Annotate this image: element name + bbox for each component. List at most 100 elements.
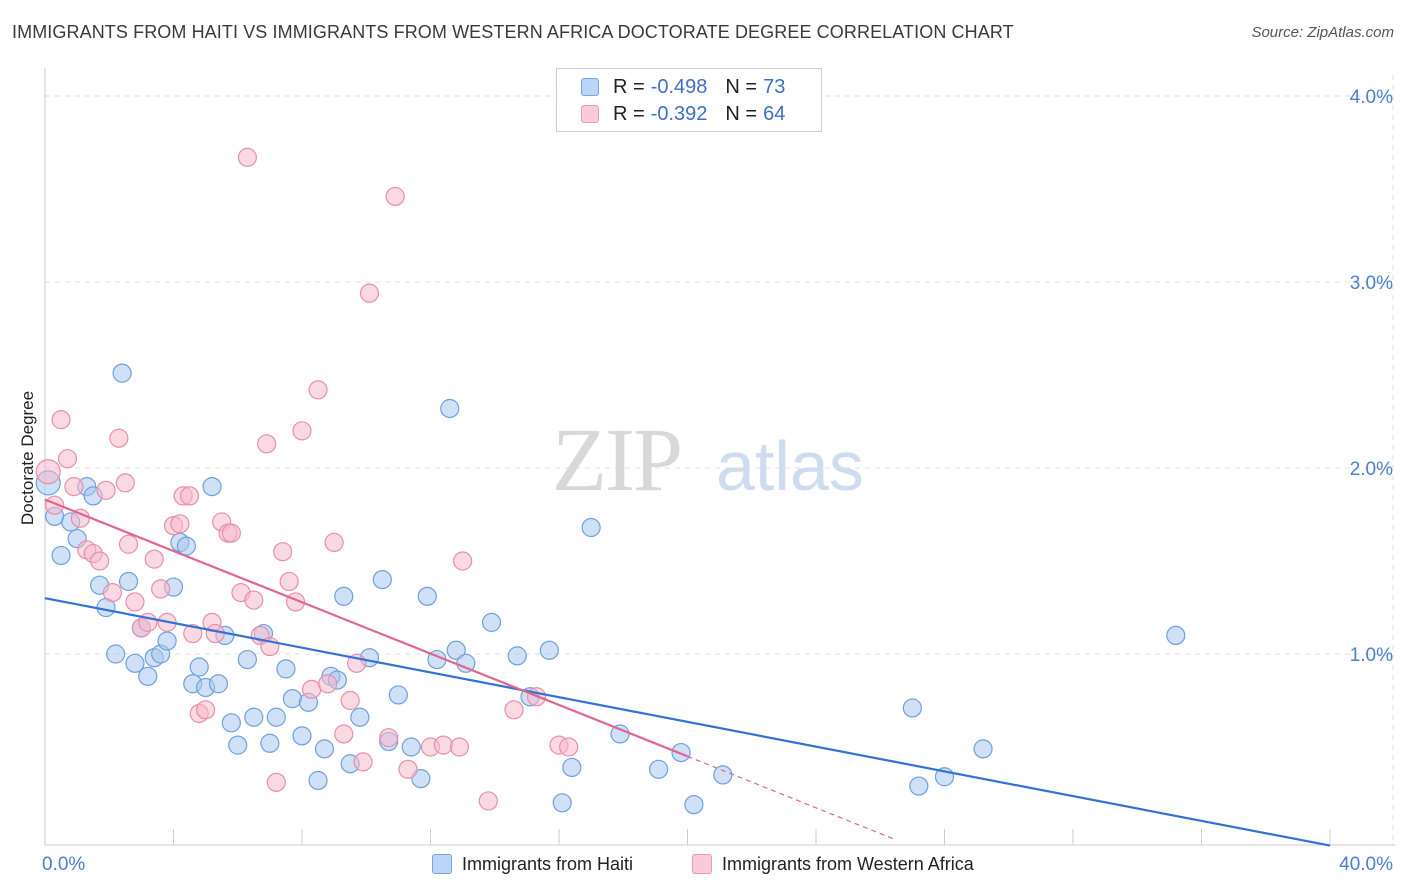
legend-n-label: N =: [725, 75, 758, 98]
western-africa-point-18: [151, 579, 171, 599]
western-africa-point-45: [318, 674, 338, 694]
y-axis-label: Doctorate Degree: [18, 390, 37, 526]
trend-line-western-africa-extension: [687, 755, 897, 841]
haiti-point-57: [507, 646, 527, 666]
haiti-point-36: [292, 726, 312, 746]
haiti-point-24: [202, 477, 222, 497]
x-tick-label-min: 0.0%: [42, 854, 85, 875]
western-africa-point-24: [183, 623, 203, 644]
legend-n-value-western-africa: 64: [763, 102, 786, 125]
haiti-point-25: [208, 674, 229, 694]
haiti-point-46: [372, 569, 392, 590]
watermark: ZIP atlas: [552, 411, 864, 510]
western-africa-point-3: [57, 449, 78, 469]
haiti-point-53: [440, 398, 460, 419]
legend-n-label: N =: [725, 102, 758, 125]
bottom-legend-label-haiti: Immigrants from Haiti: [462, 853, 634, 874]
haiti-point-38: [308, 770, 328, 791]
bottom-legend-western-africa: Immigrants from Western Africa: [692, 852, 974, 876]
y-tick-label-1: 2.0%: [1350, 459, 1393, 480]
western-africa-point-2: [51, 410, 71, 430]
haiti-point-42: [334, 586, 354, 606]
haiti-point-49: [401, 737, 421, 757]
western-africa-point-0: [35, 459, 61, 485]
haiti-point-12: [125, 653, 145, 673]
haiti-point-56: [481, 612, 502, 632]
western-africa-point-54: [398, 759, 418, 779]
trend-line-haiti: [44, 597, 1331, 847]
western-africa-point-10: [102, 583, 123, 603]
haiti-point-59: [539, 640, 559, 660]
western-africa-point-63: [559, 737, 579, 757]
haiti-point-72: [1166, 625, 1186, 646]
haiti-point-48: [388, 685, 408, 705]
haiti-point-29: [237, 649, 257, 670]
watermark-zip: ZIP: [552, 411, 681, 510]
western-africa-point-36: [257, 434, 277, 454]
western-africa-point-50: [353, 752, 373, 772]
legend-r-label: R =: [613, 102, 645, 125]
haiti-point-39: [314, 739, 335, 759]
legend-row-western-africa: R = -0.392 N = 64: [581, 102, 785, 126]
western-africa-point-34: [244, 590, 264, 610]
y-tick-label-0: 1.0%: [1350, 645, 1393, 666]
western-africa-point-52: [379, 728, 399, 748]
bottom-legend-haiti: Immigrants from Haiti: [432, 852, 633, 876]
western-africa-point-28: [205, 623, 225, 644]
bottom-legend-swatch-western-africa: [692, 854, 712, 874]
haiti-point-22: [189, 657, 209, 677]
western-africa-point-17: [144, 549, 164, 569]
western-africa-point-14: [125, 592, 145, 612]
haiti-point-68: [902, 698, 922, 718]
trend-line-western-africa: [44, 498, 688, 758]
legend-r-value-western-africa: -0.392: [650, 102, 708, 125]
haiti-point-54: [446, 640, 466, 660]
haiti-point-71: [973, 739, 993, 759]
x-tick-label-max: 40.0%: [1339, 854, 1393, 875]
watermark-atlas: atlas: [716, 427, 864, 505]
western-africa-point-51: [359, 283, 380, 303]
haiti-point-7: [112, 363, 132, 383]
haiti-point-32: [260, 733, 280, 753]
western-africa-point-31: [221, 523, 241, 543]
western-africa-point-47: [334, 724, 354, 744]
western-africa-point-26: [196, 700, 216, 720]
legend-r-value-haiti: -0.498: [650, 75, 708, 98]
haiti-point-14: [138, 666, 158, 686]
haiti-point-11: [118, 571, 139, 592]
legend-r-label: R =: [613, 75, 645, 98]
haiti-point-44: [350, 707, 370, 727]
western-africa-point-46: [324, 532, 344, 553]
western-africa-point-11: [109, 428, 129, 448]
source-credit: Source: ZipAtlas.com: [1251, 24, 1394, 41]
haiti-point-27: [221, 713, 241, 733]
haiti-point-61: [562, 757, 582, 778]
western-africa-point-8: [90, 551, 110, 571]
y-tick-label-2: 3.0%: [1350, 273, 1393, 294]
bottom-legend-swatch-haiti: [432, 854, 452, 874]
haiti-point-33: [266, 707, 286, 727]
bottom-legend-label-western-africa: Immigrants from Western Africa: [722, 853, 974, 874]
legend-n-value-haiti: 73: [763, 75, 786, 98]
correlation-legend: R = -0.498 N = 73 R = -0.392 N = 64: [556, 68, 822, 132]
western-africa-point-39: [273, 542, 293, 562]
haiti-point-67: [713, 765, 733, 785]
tick-labels: 1.0% 2.0% 3.0% 4.0% 0.0% 40.0%: [42, 87, 1393, 875]
haiti-point-50: [411, 769, 431, 789]
western-africa-point-13: [118, 534, 139, 554]
series-western-africa: [35, 147, 579, 811]
western-africa-point-53: [385, 186, 405, 207]
haiti-point-69: [909, 776, 929, 796]
y-tick-label-3: 4.0%: [1350, 87, 1393, 108]
haiti-point-60: [552, 793, 572, 813]
series-haiti: [35, 363, 1186, 815]
western-africa-point-9: [96, 480, 116, 500]
western-africa-point-56: [433, 735, 453, 755]
western-africa-point-33: [237, 147, 257, 167]
western-africa-point-44: [308, 380, 328, 400]
haiti-point-66: [684, 795, 704, 815]
western-africa-point-12: [115, 473, 135, 493]
western-africa-point-60: [504, 700, 524, 720]
western-africa-point-42: [292, 421, 312, 441]
